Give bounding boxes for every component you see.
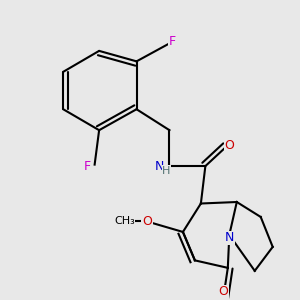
Text: O: O (218, 285, 228, 298)
Text: N: N (155, 160, 164, 172)
Text: O: O (224, 139, 234, 152)
Text: CH₃: CH₃ (114, 217, 135, 226)
Text: H: H (162, 166, 171, 176)
Text: F: F (169, 35, 176, 48)
Text: O: O (142, 215, 152, 228)
Text: F: F (84, 160, 91, 172)
Text: N: N (225, 231, 234, 244)
